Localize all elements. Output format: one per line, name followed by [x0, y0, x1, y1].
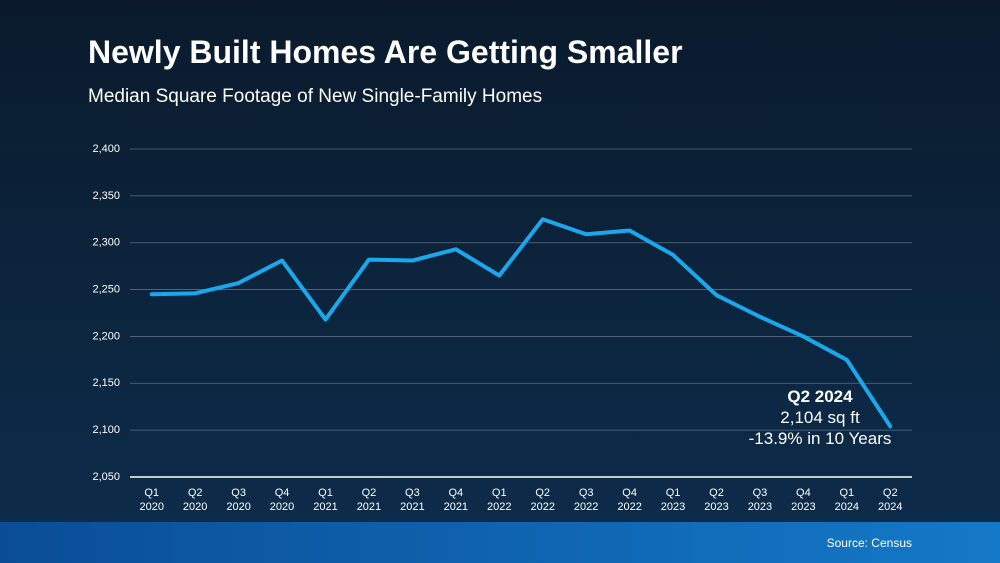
x-tick-label: Q3 2021: [400, 487, 425, 513]
x-tick-label: Q4 2022: [617, 487, 642, 513]
x-tick-label: Q4 2021: [443, 487, 469, 513]
x-tick-label: Q1 2023: [660, 487, 686, 513]
y-tick-label: 2,350: [92, 190, 120, 202]
x-tick-label: Q2 2023: [704, 487, 729, 513]
annotation-line: 2,104 sq ft: [780, 408, 860, 427]
y-tick-label: 2,300: [92, 237, 120, 249]
y-tick-label: 2,050: [92, 471, 120, 483]
annotation-title: Q2 2024: [787, 387, 853, 406]
annotation-line: -13.9% in 10 Years: [748, 429, 892, 448]
chart-title: Newly Built Homes Are Getting Smaller: [88, 34, 683, 70]
y-tick-label: 2,100: [92, 424, 120, 436]
x-tick-label: Q1 2021: [313, 487, 338, 513]
x-tick-label: Q2 2021: [356, 487, 382, 513]
x-tick-label: Q1 2022: [487, 487, 512, 513]
x-tick-label: Q2 2024: [878, 487, 903, 513]
y-tick-label: 2,150: [92, 377, 120, 389]
y-tick-label: 2,400: [92, 143, 120, 155]
x-tick-label: Q3 2020: [226, 487, 251, 513]
footer-bar: Source: Census: [0, 522, 1000, 563]
x-tick-label: Q3 2023: [747, 487, 773, 513]
x-tick-label: Q2 2020: [182, 487, 208, 513]
x-tick-label: Q1 2020: [139, 487, 164, 513]
data-line: [149, 217, 893, 429]
x-tick-label: Q3 2022: [573, 487, 599, 513]
source: Source: Census: [826, 536, 912, 550]
x-tick-label: Q4 2023: [791, 487, 816, 513]
annotation: Q2 2024 2,104 sq ft -13.9% in 10 Years: [700, 386, 940, 449]
x-tick-label: Q2 2022: [530, 487, 555, 513]
y-tick-label: 2,200: [92, 330, 120, 342]
chart-subtitle: Median Square Footage of New Single-Fami…: [88, 86, 543, 107]
x-tick-label: Q1 2024: [834, 487, 860, 513]
x-tick-label: Q4 2020: [269, 487, 295, 513]
y-tick-label: 2,250: [92, 283, 120, 295]
